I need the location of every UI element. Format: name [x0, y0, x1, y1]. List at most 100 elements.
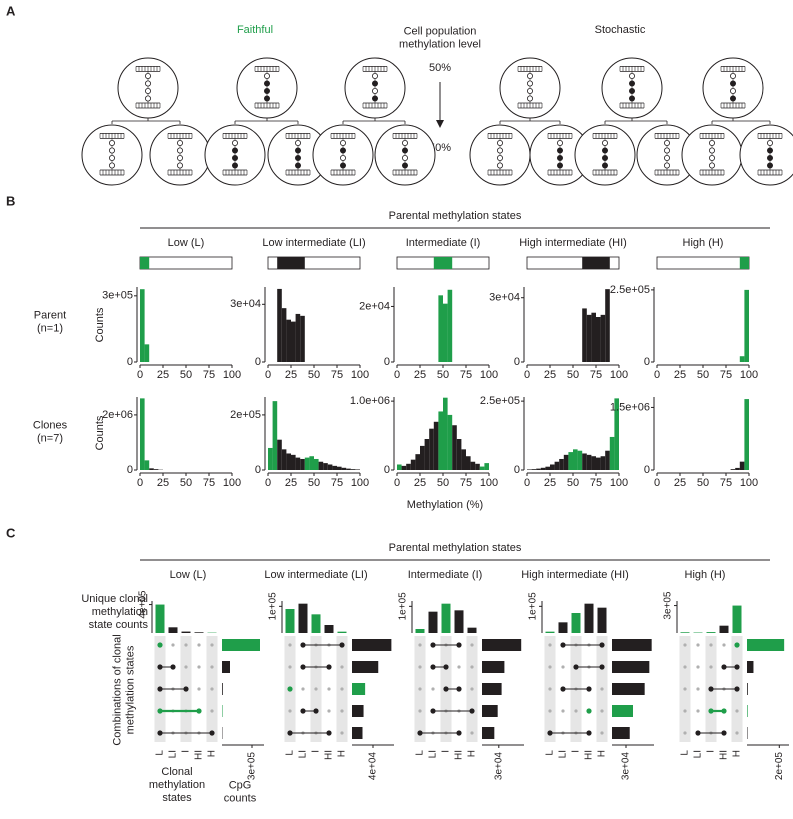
y-tick-label: 1.5e+06 [610, 401, 650, 413]
combination-dot [560, 642, 565, 647]
combination-dot [573, 664, 578, 669]
combination-dot [456, 642, 461, 647]
set-bar [546, 632, 555, 633]
matrix-dot [561, 709, 564, 712]
histogram-bar [415, 454, 420, 470]
histogram-bar [591, 456, 596, 470]
combination-bar [352, 639, 391, 651]
histogram-bar [568, 452, 573, 470]
set-label: LI [558, 750, 569, 758]
histogram-bar [601, 315, 606, 362]
x-tick-label: 100 [610, 477, 628, 489]
y-tick-label: 1e+05 [528, 592, 539, 621]
histogram-bar [438, 411, 443, 470]
combination-dot [430, 642, 435, 647]
matrix-dot [288, 665, 291, 668]
histogram-bar [397, 464, 402, 470]
tree-connector [112, 118, 180, 124]
combination-bar [482, 683, 502, 695]
histogram-bar [282, 449, 287, 470]
cpg-site [527, 81, 532, 86]
histogram-bar [448, 415, 453, 470]
combination-bar [482, 639, 521, 651]
histogram-bar [475, 464, 480, 470]
histogram-bar [406, 464, 411, 470]
histogram-bar [434, 422, 439, 470]
x-tick-label: 25 [674, 369, 686, 381]
histogram-bar [291, 322, 296, 362]
matrix-dot [696, 709, 699, 712]
histogram-bar [429, 429, 434, 470]
x-tick-label: 25 [285, 477, 297, 489]
y-tick-label: 2e+04 [359, 300, 390, 312]
x-tick-label: 0 [394, 477, 400, 489]
combination-bar [747, 705, 748, 717]
cpg-site [340, 148, 345, 153]
set-bar [559, 622, 568, 633]
cpg-site [767, 163, 772, 168]
set-bar [598, 608, 607, 633]
tree-connector [712, 118, 770, 124]
matrix-dot [709, 665, 712, 668]
histogram-bar [740, 462, 745, 470]
combination-dot [586, 730, 591, 735]
combo-axis-title: Combinations of clonalmethylation states [111, 634, 136, 745]
histogram-bar [532, 469, 537, 470]
x-tick-label: 50 [437, 477, 449, 489]
x-tick-label: 3e+04 [493, 752, 504, 781]
histogram-bar [484, 463, 489, 470]
state-range [277, 257, 305, 269]
histogram-bar [145, 460, 150, 470]
x-axis-title: Methylation (%) [407, 499, 483, 511]
cpg-site [664, 163, 669, 168]
histogram-bar [605, 289, 610, 362]
cpg-site [340, 155, 345, 160]
histogram-bar [342, 468, 347, 470]
section-header: Parental methylation states [389, 542, 522, 554]
x-tick-label: 0 [265, 369, 271, 381]
combination-dot [157, 686, 162, 691]
cpg-site [527, 96, 532, 101]
cpg-site [295, 148, 300, 153]
panel-label: B [6, 193, 15, 208]
matrix-dot [210, 709, 213, 712]
set-label: HI [194, 750, 205, 760]
combination-dot [708, 708, 713, 713]
stochastic-label: Stochastic [595, 24, 646, 36]
histogram-bar [555, 462, 560, 470]
x-tick-label: 50 [437, 369, 449, 381]
histogram-bar [332, 466, 337, 470]
state-range [740, 257, 749, 269]
set-bar [468, 628, 477, 633]
combination-dot [339, 642, 344, 647]
y-tick-label: 3e+04 [489, 292, 520, 304]
x-tick-label: 75 [331, 369, 343, 381]
matrix-dot [561, 665, 564, 668]
x-tick-label: 100 [351, 369, 369, 381]
combination-bar [482, 727, 494, 739]
cpg-site [372, 81, 377, 86]
x-tick-label: 0 [654, 369, 660, 381]
x-tick-label: 25 [414, 477, 426, 489]
arrow-head [436, 120, 444, 128]
combination-dot [313, 708, 318, 713]
combination-dot [560, 686, 565, 691]
combination-bar [222, 661, 230, 673]
y-tick-label: 0 [384, 464, 390, 476]
cpg-site [497, 163, 502, 168]
combination-dot [586, 686, 591, 691]
cpg-site [664, 148, 669, 153]
set-label: HI [454, 750, 465, 760]
combination-dot [599, 642, 604, 647]
y-tick-label: 0 [644, 356, 650, 368]
state-range [140, 257, 149, 269]
x-tick-label: 3e+05 [247, 752, 258, 781]
cpg-site [177, 155, 182, 160]
combination-bar [352, 727, 363, 739]
histogram-bar [154, 469, 159, 470]
cpg-site [629, 96, 634, 101]
cpg-site [264, 88, 269, 93]
cpg-site [664, 140, 669, 145]
set-bar [325, 625, 334, 633]
